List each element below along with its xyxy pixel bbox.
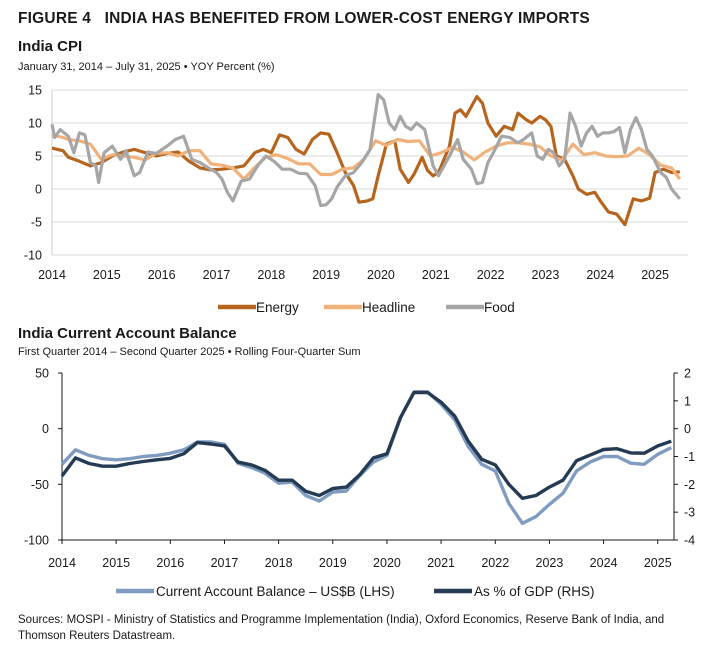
cpi-x-tick-label: 2019 xyxy=(312,268,340,282)
cab-y-tick-label: -100 xyxy=(24,534,49,548)
cab-x-tick-label: 2016 xyxy=(156,556,184,570)
cab-x-tick-label: 2017 xyxy=(211,556,239,570)
cpi-x-tick-label: 2014 xyxy=(38,268,66,282)
cpi-legend-label: Energy xyxy=(256,300,299,315)
cpi-y-tick-label: 15 xyxy=(28,84,42,98)
cab-y2-tick-label: -4 xyxy=(684,534,695,548)
cpi-series-line-food xyxy=(50,93,682,208)
cpi-chart: 15 10 5 0 -5 -10 2014 2015 2016 2017 2018 2019 2020 2… xyxy=(24,84,688,315)
cab-gdp-pct-line xyxy=(60,390,672,500)
cpi-legend-label: Food xyxy=(484,300,515,315)
cpi-y-tick-label: 0 xyxy=(35,183,42,197)
cab-chart-title: India Current Account Balance xyxy=(18,325,237,342)
cpi-y-tick-label: -10 xyxy=(24,249,42,263)
cpi-x-tick-label: 2016 xyxy=(148,268,176,282)
cab-legend-label: As % of GDP (RHS) xyxy=(474,584,595,599)
cab-x-tick-label: 2019 xyxy=(319,556,347,570)
cpi-x-tick-label: 2024 xyxy=(586,268,614,282)
cab-x-tick-label: 2022 xyxy=(481,556,509,570)
cab-x-tick-label: 2023 xyxy=(536,556,564,570)
cpi-chart-title: India CPI xyxy=(18,38,83,55)
sources-note: Sources: MOSPI - Ministry of Statistics … xyxy=(18,614,665,642)
cab-x-tick-label: 2024 xyxy=(590,556,618,570)
cpi-y-tick-label: 5 xyxy=(35,150,42,164)
cab-y-tick-label: -50 xyxy=(31,478,49,492)
cab-y2-tick-label: 1 xyxy=(684,394,691,408)
cab-chart-subtitle: First Quarter 2014 – Second Quarter 2025… xyxy=(18,346,361,358)
cab-x-tick-label: 2025 xyxy=(644,556,672,570)
figure-label: FIGURE 4 xyxy=(18,10,92,27)
cab-x-tick-label: 2015 xyxy=(102,556,130,570)
cab-x-tick-label: 2014 xyxy=(48,556,76,570)
cpi-chart-subtitle: January 31, 2014 – July 31, 2025 • YOY P… xyxy=(18,61,275,73)
cpi-x-tick-label: 2022 xyxy=(477,268,505,282)
cpi-x-tick-label: 2021 xyxy=(422,268,450,282)
figure-heading: INDIA HAS BENEFITED FROM LOWER-COST ENER… xyxy=(104,10,590,27)
cab-x-tick-label: 2020 xyxy=(373,556,401,570)
cpi-x-tick-label: 2015 xyxy=(93,268,121,282)
cpi-x-tick-label: 2018 xyxy=(257,268,285,282)
cab-legend-label: Current Account Balance – US$B (LHS) xyxy=(156,584,395,599)
cab-y2-tick-label: 2 xyxy=(684,367,691,381)
figure-title: FIGURE 4 INDIA HAS BENEFITED FROM LOWER-… xyxy=(18,10,590,28)
cab-x-tick-label: 2018 xyxy=(265,556,293,570)
cab-y-tick-label: 50 xyxy=(35,367,49,381)
cab-y2-tick-label: 0 xyxy=(684,422,691,436)
cab-y2-tick-label: -2 xyxy=(684,478,695,492)
cpi-legend-label: Headline xyxy=(362,300,415,315)
cpi-x-tick-label: 2023 xyxy=(532,268,560,282)
cab-y-tick-label: 0 xyxy=(42,422,49,436)
cpi-x-tick-label: 2025 xyxy=(641,268,669,282)
cpi-x-tick-label: 2020 xyxy=(367,268,395,282)
cab-y2-tick-label: -1 xyxy=(684,450,695,464)
cpi-y-tick-label: -5 xyxy=(31,216,42,230)
cab-y2-tick-label: -3 xyxy=(684,506,695,520)
cpi-y-tick-label: 10 xyxy=(28,117,42,131)
cpi-x-tick-label: 2017 xyxy=(203,268,231,282)
cab-x-tick-label: 2021 xyxy=(427,556,455,570)
